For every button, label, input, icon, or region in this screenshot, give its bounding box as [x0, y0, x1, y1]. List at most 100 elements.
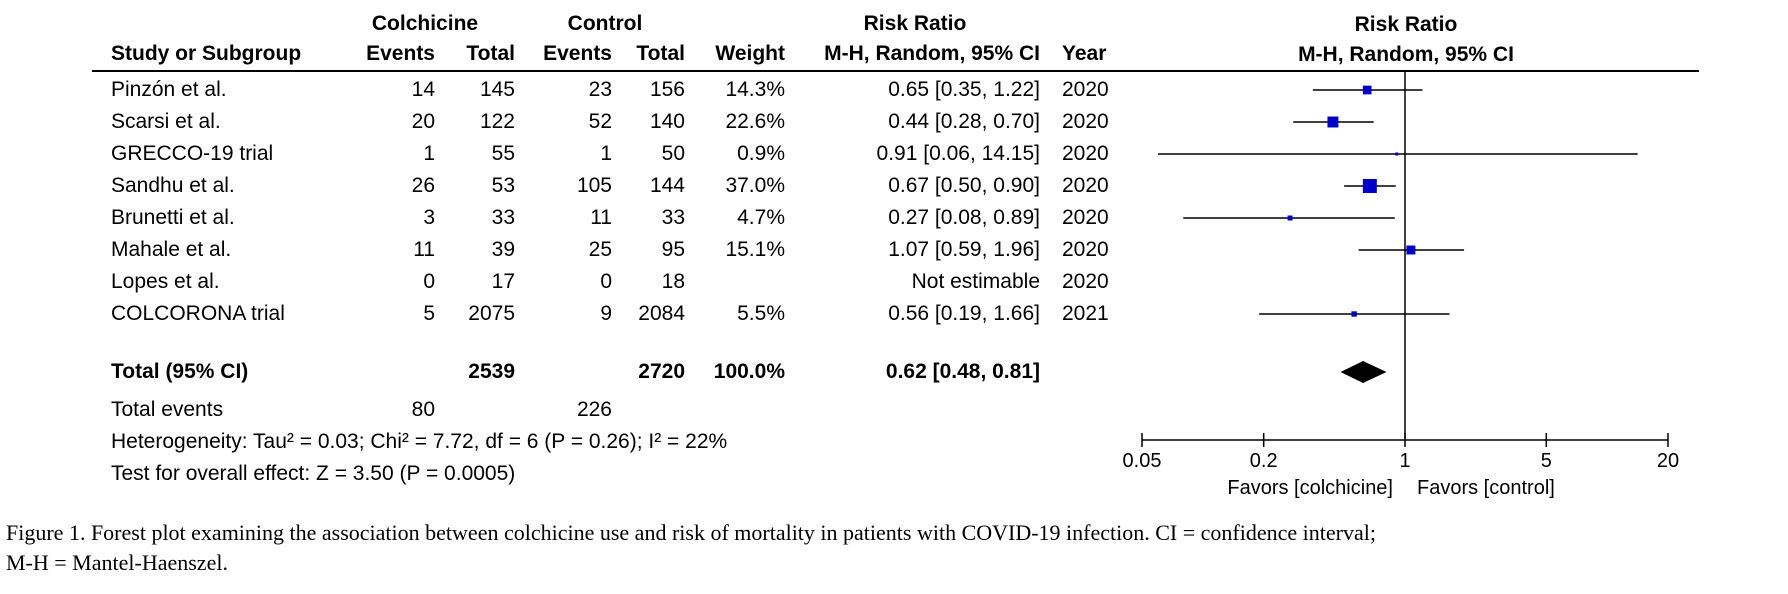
study-weight: 15.1%	[725, 238, 785, 261]
events-control: 105	[576, 174, 612, 197]
study-name: Pinzón et al.	[111, 78, 227, 101]
weight-header: Weight	[715, 42, 785, 65]
total-colchicine: 53	[491, 174, 515, 197]
study-year: 2020	[1062, 206, 1109, 229]
year-header: Year	[1062, 42, 1107, 65]
study-ci: 1.07 [0.59, 1.96]	[888, 238, 1040, 261]
overall-effect-text: Test for overall effect: Z = 3.50 (P = 0…	[111, 462, 516, 485]
total-colchicine: 39	[491, 238, 515, 261]
forest-table: Colchicine Control Risk Ratio Study or S…	[111, 12, 1109, 485]
favors-control-label: Favors [control]	[1417, 477, 1555, 499]
study-ci: 0.56 [0.19, 1.66]	[888, 302, 1040, 325]
total-colchicine: 2075	[468, 302, 515, 325]
total-control-header: Total	[636, 42, 685, 65]
study-weight: 0.9%	[737, 142, 785, 165]
events-colchicine: 14	[411, 78, 435, 101]
study-weight: 22.6%	[725, 110, 785, 133]
study-ci: Not estimable	[911, 270, 1040, 293]
caption-line-2: M-H = Mantel-Haenszel.	[6, 550, 228, 575]
study-year: 2020	[1062, 238, 1109, 261]
events-colchicine: 1	[423, 142, 435, 165]
events-control: 9	[600, 302, 612, 325]
study-weight: 14.3%	[725, 78, 785, 101]
total-control: 95	[661, 238, 685, 261]
total-colchicine-header: Total	[466, 42, 515, 65]
study-ci: 0.44 [0.28, 0.70]	[888, 110, 1040, 133]
study-year: 2020	[1062, 174, 1109, 197]
plot-method-label: M-H, Random, 95% CI	[1298, 43, 1514, 66]
x-tick-label: 0.05	[1123, 450, 1162, 472]
control-group-header: Control	[567, 12, 643, 35]
weight-square	[1362, 179, 1377, 193]
study-ci: 0.67 [0.50, 0.90]	[888, 174, 1040, 197]
total-control: 2720	[638, 360, 685, 383]
weight-square	[1327, 116, 1339, 128]
favors-colchicine-label: Favors [colchicine]	[1227, 477, 1393, 499]
study-name: Mahale et al.	[111, 238, 232, 261]
events-control-header: Events	[543, 42, 612, 65]
total-colchicine: 2539	[468, 360, 515, 383]
weight-square	[1362, 85, 1372, 95]
total-events-label: Total events	[111, 398, 224, 421]
events-colchicine: 11	[413, 238, 435, 261]
x-tick-label: 1	[1399, 450, 1410, 472]
total-events-colchicine: 80	[411, 398, 435, 421]
header-rule	[92, 70, 1699, 72]
study-name: Scarsi et al.	[111, 110, 221, 133]
study-year: 2020	[1062, 110, 1109, 133]
study-name: Sandhu et al.	[111, 174, 235, 197]
total-ci: 0.62 [0.48, 0.81]	[885, 360, 1040, 383]
total-control: 140	[649, 110, 685, 133]
risk-ratio-header: Risk Ratio	[863, 12, 967, 35]
caption-line-1: Figure 1. Forest plot examining the asso…	[6, 520, 1376, 545]
study-weight: 4.7%	[737, 206, 785, 229]
study-name: Brunetti et al.	[111, 206, 235, 229]
weight-square	[1395, 152, 1399, 156]
study-name: COLCORONA trial	[111, 302, 285, 325]
total-control: 50	[661, 142, 685, 165]
events-colchicine: 20	[411, 110, 435, 133]
total-colchicine: 17	[491, 270, 515, 293]
total-label: Total (95% CI)	[111, 360, 249, 383]
events-control: 0	[600, 270, 612, 293]
total-colchicine: 122	[479, 110, 515, 133]
weight-square	[1287, 215, 1293, 221]
events-colchicine: 5	[423, 302, 435, 325]
total-control: 144	[649, 174, 685, 197]
total-colchicine: 33	[491, 206, 515, 229]
events-colchicine: 26	[411, 174, 435, 197]
study-name: GRECCO-19 trial	[111, 142, 274, 165]
events-control: 23	[588, 78, 612, 101]
total-colchicine: 145	[479, 78, 515, 101]
study-year: 2020	[1062, 270, 1109, 293]
events-control: 1	[600, 142, 612, 165]
total-control: 33	[661, 206, 685, 229]
plot-title: Risk Ratio	[1355, 13, 1458, 36]
study-column-header: Study or Subgroup	[111, 42, 302, 65]
total-colchicine: 55	[491, 142, 515, 165]
events-colchicine: 3	[423, 206, 435, 229]
pooled-diamond	[1340, 361, 1387, 383]
study-ci: 0.27 [0.08, 0.89]	[888, 206, 1040, 229]
events-colchicine: 0	[423, 270, 435, 293]
colchicine-group-header: Colchicine	[371, 12, 479, 35]
study-year: 2021	[1062, 302, 1109, 325]
study-year: 2020	[1062, 78, 1109, 101]
x-tick-label: 20	[1657, 450, 1679, 472]
method-header: M-H, Random, 95% CI	[824, 42, 1040, 65]
heterogeneity-text: Heterogeneity: Tau² = 0.03; Chi² = 7.72,…	[111, 430, 728, 453]
total-events-control: 226	[576, 398, 612, 421]
events-control: 11	[590, 206, 612, 229]
events-control: 25	[588, 238, 612, 261]
events-control: 52	[588, 110, 612, 133]
study-name: Lopes et al.	[111, 270, 220, 293]
study-year: 2020	[1062, 142, 1109, 165]
events-colchicine-header: Events	[366, 42, 435, 65]
weight-square	[1351, 311, 1357, 317]
study-ci: 0.91 [0.06, 14.15]	[876, 142, 1040, 165]
x-tick-label: 0.2	[1250, 450, 1278, 472]
total-weight: 100.0%	[713, 360, 785, 383]
total-control: 156	[649, 78, 685, 101]
study-weight: 5.5%	[737, 302, 785, 325]
weight-square	[1406, 245, 1416, 255]
